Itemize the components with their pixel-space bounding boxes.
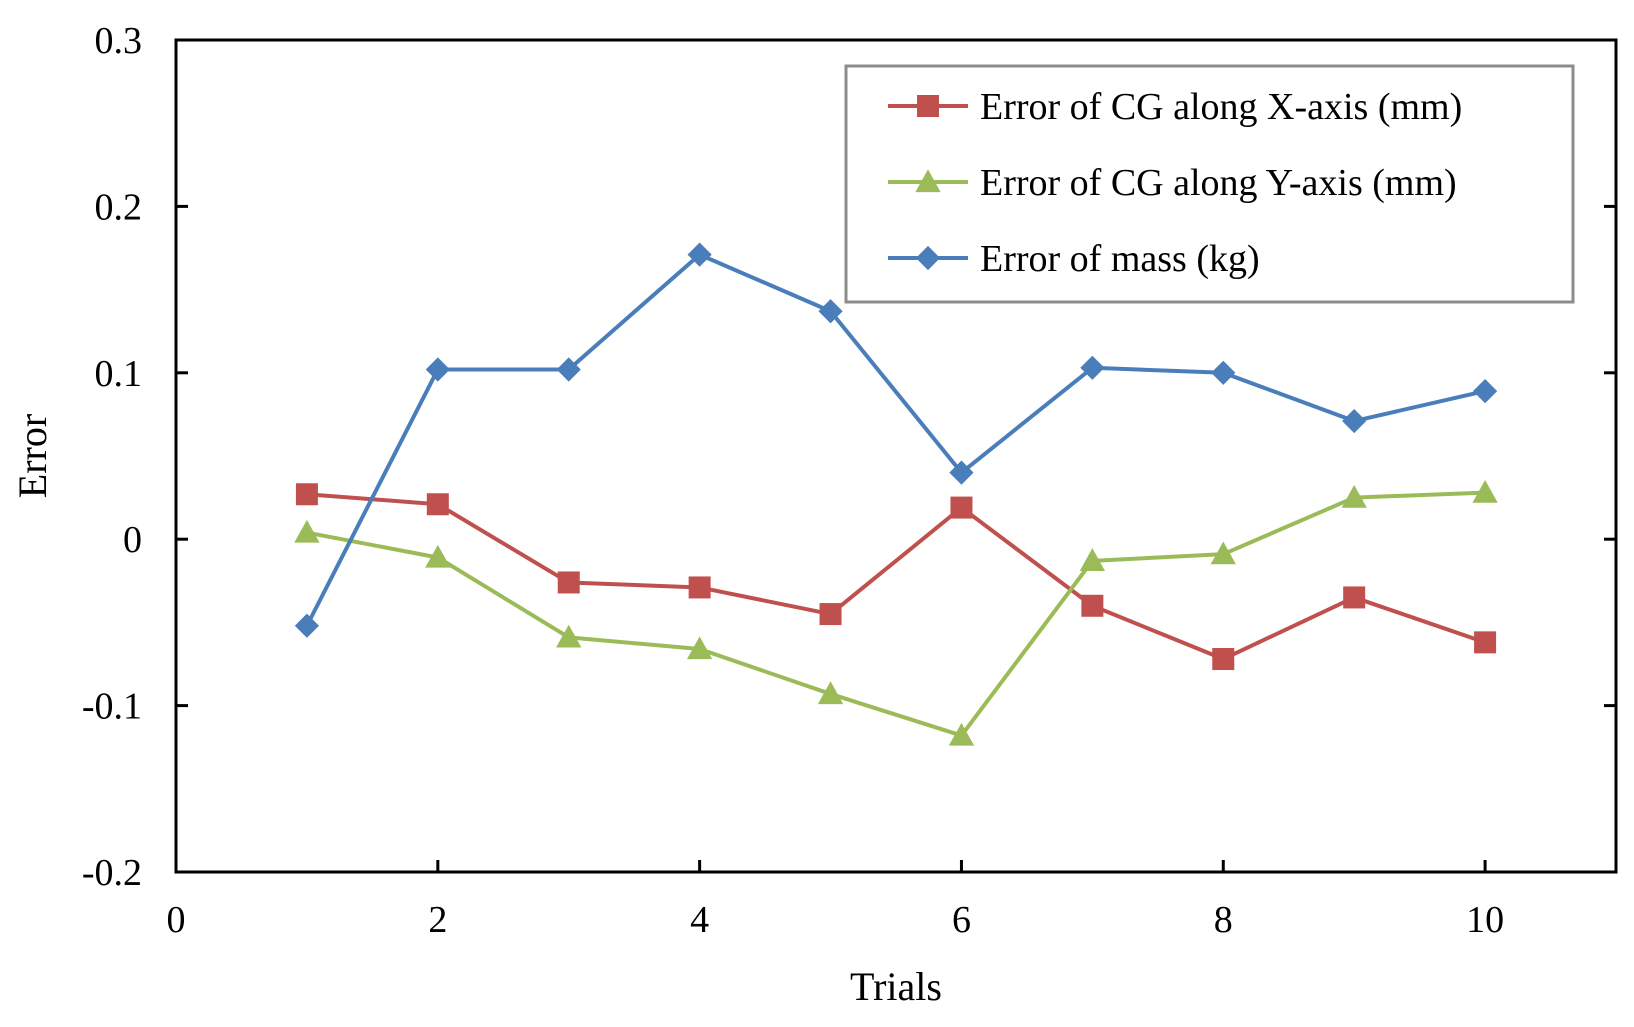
data-point	[426, 493, 449, 516]
legend-marker	[915, 245, 941, 271]
data-point	[1212, 648, 1235, 671]
x-tick-label: 4	[690, 899, 709, 941]
y-tick-label: -0.2	[82, 852, 142, 894]
data-point	[949, 460, 974, 485]
data-point	[1343, 586, 1366, 609]
series-layer	[294, 242, 1498, 746]
data-point	[1080, 355, 1105, 380]
data-point	[1211, 360, 1236, 385]
data-point	[1079, 548, 1106, 571]
data-point	[556, 624, 582, 648]
data-point	[295, 483, 318, 506]
data-point	[294, 613, 320, 638]
x-tick-label: 10	[1466, 899, 1504, 941]
legend-label: Error of CG along Y-axis (mm)	[980, 162, 1457, 204]
y-axis-title: Error	[10, 414, 55, 498]
x-axis-ticks: 0 2 4 6 8 10	[167, 860, 1504, 941]
legend-marker	[915, 169, 941, 193]
y-axis-ticks: -0.2 -0.1 0 0.1 0.2 0.3	[82, 20, 1616, 894]
x-axis-title: Trials	[850, 964, 942, 1009]
data-point	[1081, 594, 1104, 617]
data-point	[817, 681, 844, 705]
data-point	[557, 571, 580, 594]
data-point	[688, 576, 711, 599]
x-tick-label: 0	[167, 899, 186, 941]
data-point	[819, 603, 842, 626]
data-point	[818, 299, 843, 324]
data-point	[425, 544, 451, 568]
y-tick-label: -0.1	[82, 686, 142, 728]
y-tick-label: 0.2	[95, 186, 143, 228]
series-3	[294, 242, 1498, 638]
x-tick-label: 8	[1214, 899, 1233, 941]
y-tick-label: 0.1	[95, 353, 143, 395]
data-point	[948, 722, 975, 746]
data-point	[1210, 541, 1236, 565]
data-point	[1341, 484, 1367, 508]
data-point	[1474, 631, 1497, 654]
y-tick-label: 0	[123, 519, 142, 561]
data-point	[950, 496, 973, 519]
data-point	[425, 357, 450, 382]
x-tick-label: 6	[952, 899, 971, 941]
data-point	[1342, 408, 1367, 434]
data-point	[1472, 379, 1498, 404]
legend: Error of CG along X-axis (mm) Error of CG…	[844, 64, 1575, 304]
series-line	[306, 492, 1486, 662]
series-line	[306, 490, 1486, 738]
data-point	[556, 357, 581, 382]
series-1	[295, 483, 1497, 671]
x-tick-label: 2	[428, 899, 447, 941]
data-point	[294, 519, 320, 543]
data-point	[687, 242, 712, 267]
legend-label: Error of CG along X-axis (mm)	[980, 86, 1462, 128]
legend-marker	[917, 95, 939, 117]
y-tick-label: 0.3	[95, 20, 143, 62]
data-point	[686, 636, 713, 660]
series-2	[294, 479, 1498, 746]
data-point	[1472, 479, 1498, 503]
legend-label: Error of mass (kg)	[980, 238, 1260, 280]
series-line	[305, 252, 1486, 627]
